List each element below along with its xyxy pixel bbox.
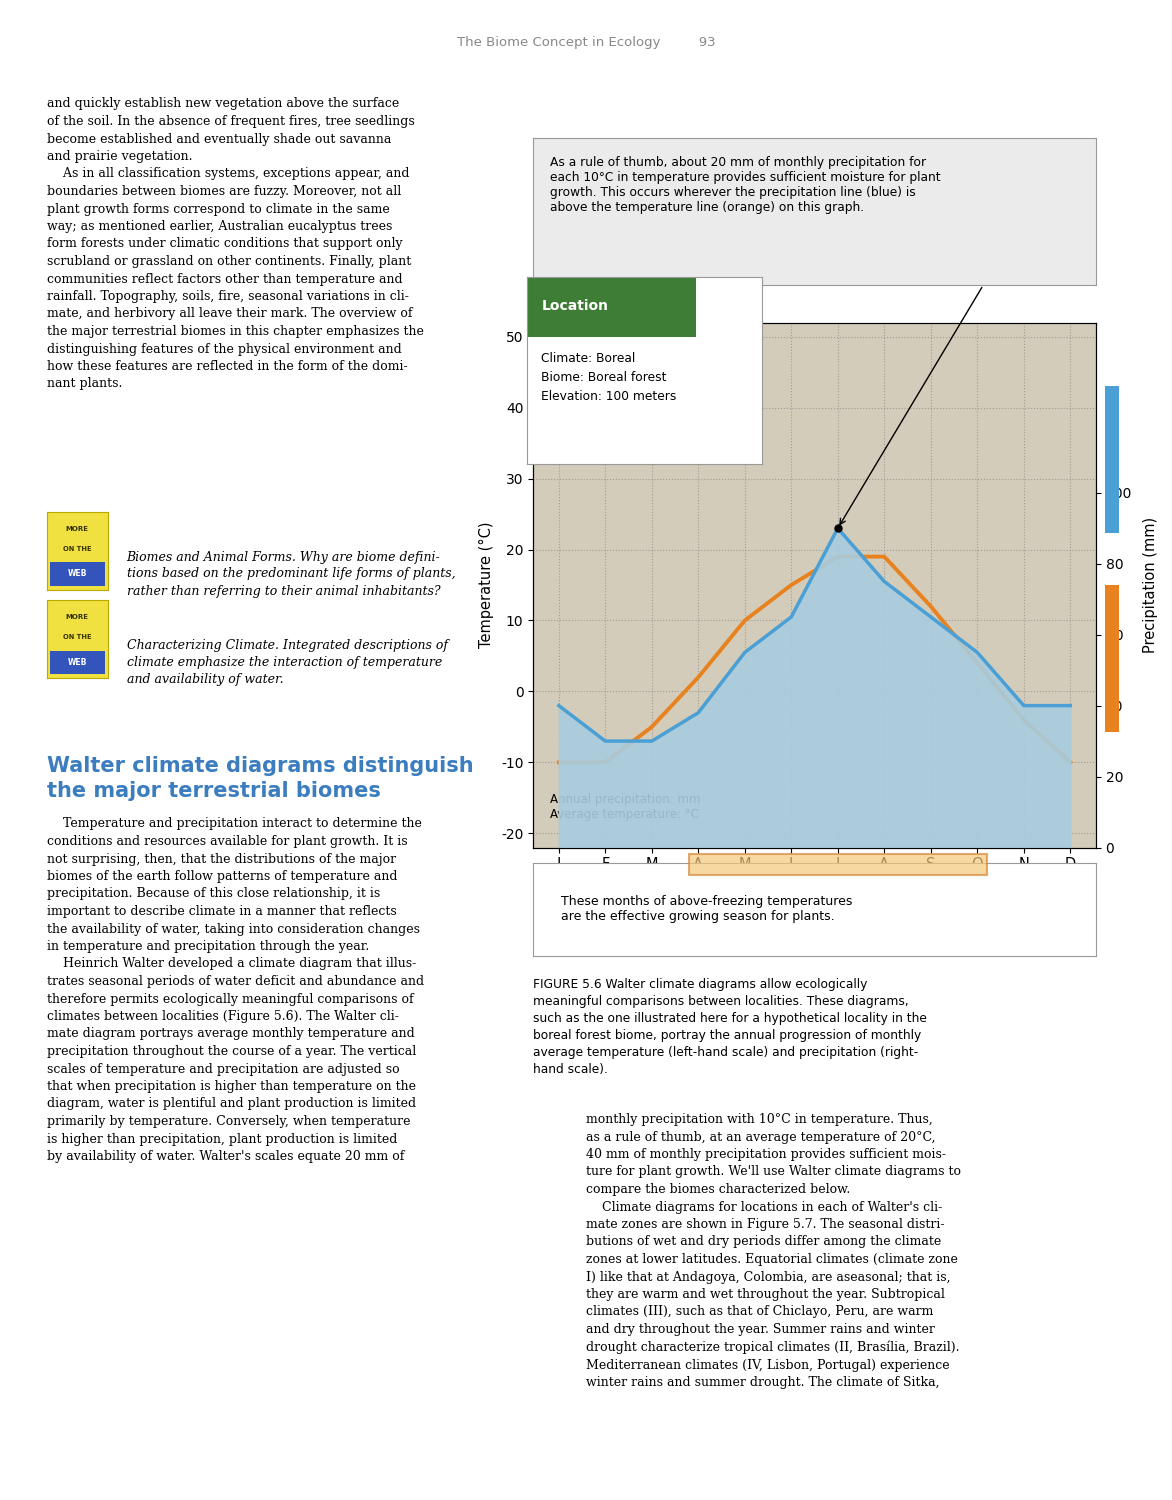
Text: WEB: WEB [68,570,87,579]
Text: The Biome Concept in Ecology         93: The Biome Concept in Ecology 93 [457,36,715,50]
Text: These months of above-freezing temperatures
are the effective growing season for: These months of above-freezing temperatu… [561,896,853,922]
Text: Climate: Boreal
Biome: Boreal forest
Elevation: 100 meters: Climate: Boreal Biome: Boreal forest Ele… [541,352,677,404]
Text: Temperature and precipitation interact to determine the
conditions and resources: Temperature and precipitation interact t… [47,818,424,1162]
Text: ON THE: ON THE [63,546,91,552]
Y-axis label: Temperature (°C): Temperature (°C) [479,522,495,648]
X-axis label: Month: Month [788,897,841,912]
Text: MORE: MORE [66,525,89,531]
Text: WEB: WEB [68,658,87,668]
Text: As a rule of thumb, about 20 mm of monthly precipitation for
each 10°C in temper: As a rule of thumb, about 20 mm of month… [550,156,941,213]
Text: Annual precipitation: mm
Average temperature: °C: Annual precipitation: mm Average tempera… [550,794,701,822]
Text: MORE: MORE [66,614,89,620]
Bar [527,276,696,338]
Text: Walter climate diagrams distinguish
the major terrestrial biomes: Walter climate diagrams distinguish the … [47,756,473,801]
Text: and quickly establish new vegetation above the surface
of the soil. In the absen: and quickly establish new vegetation abo… [47,98,424,390]
Text: ON THE: ON THE [63,634,91,640]
Text: FIGURE 5.6 Walter climate diagrams allow ecologically
meaningful comparisons bet: FIGURE 5.6 Walter climate diagrams allow… [533,978,927,1076]
Bar [50,562,104,585]
Bar [50,651,104,674]
Text: Characterizing Climate. Integrated descriptions of
climate emphasize the interac: Characterizing Climate. Integrated descr… [127,639,448,686]
Y-axis label: Precipitation (mm): Precipitation (mm) [1143,518,1158,652]
Text: monthly precipitation with 10°C in temperature. Thus,
as a rule of thumb, at an : monthly precipitation with 10°C in tempe… [586,1113,961,1389]
Text: Location: Location [541,298,608,314]
Text: Biomes and Animal Forms. Why are biome defini-
tions based on the predominant li: Biomes and Animal Forms. Why are biome d… [127,550,455,597]
